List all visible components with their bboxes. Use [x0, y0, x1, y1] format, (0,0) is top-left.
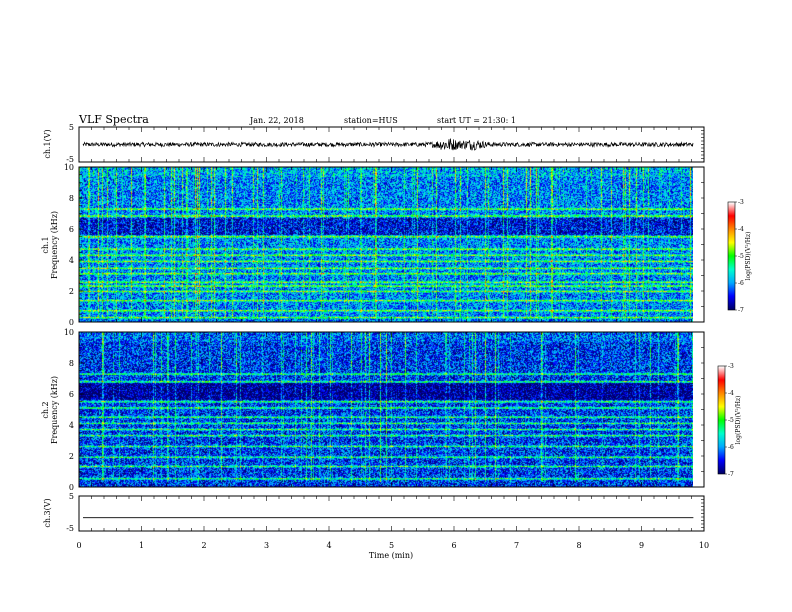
ch3-ytick-bottom: -5	[66, 524, 74, 533]
colorbar-tick-label: -7	[728, 471, 734, 478]
freq-tick-label: 2	[69, 452, 74, 461]
colorbar-tick-label: -7	[738, 307, 744, 314]
ch1-waveform-panel: 5 -5 ch.1(V)	[43, 123, 705, 164]
ch3-ytick-top: 5	[69, 492, 74, 501]
chart-title: VLF Spectra	[78, 113, 149, 126]
xtick-label: 4	[326, 541, 331, 550]
ch2-spectrogram-panel: 0 2 4 6 8 10 ch.2 Frequency (kHz)	[41, 328, 705, 492]
xtick-label: 10	[699, 541, 709, 550]
ch1-colorbar-label: log(PSD)(V²/Hz)	[745, 232, 752, 281]
freq-tick-label: 8	[69, 359, 74, 368]
freq-tick-label: 6	[69, 225, 74, 234]
colorbar-tick-label: -5	[728, 417, 734, 424]
colorbar-tick-label: -4	[728, 390, 734, 397]
ch1-ylabel: ch.1(V)	[43, 129, 52, 158]
ch2-colorbar-ticks: -3 -4 -5 -6 -7	[725, 363, 734, 478]
ch2-colorbar: -3 -4 -5 -6 -7 log(PSD)(V²/Hz)	[717, 363, 742, 478]
xtick-label: 8	[576, 541, 581, 550]
header-date: Jan. 22, 2018	[249, 116, 304, 125]
xtick-label: 3	[264, 541, 269, 550]
ch2-colorbar-label: log(PSD)(V²/Hz)	[735, 396, 742, 445]
colorbar-tick-label: -3	[738, 199, 744, 206]
xtick-label: 9	[639, 541, 644, 550]
ch1-spectrogram-ticks	[78, 166, 705, 323]
colorbar-tick-label: -5	[738, 253, 744, 260]
ch1-spec-ylabel-freq: Frequency (kHz)	[50, 211, 59, 279]
time-axis-tick-labels: 0 1 2 3 4 5 6 7 8 9 10	[76, 541, 709, 550]
ch3-waveform-panel: 5 -5 ch.3(V)	[43, 492, 705, 533]
ch2-spec-ylabel: ch.2	[41, 401, 50, 418]
ch1-waveform-ticks	[78, 126, 705, 163]
ch3-waveform-frame	[78, 495, 705, 532]
colorbar-tick-label: -4	[738, 226, 744, 233]
ch2-spec-ylabel-freq: Frequency (kHz)	[50, 376, 59, 444]
ch1-spec-ylabel: ch.1	[41, 236, 50, 253]
ch1-waveform-trace	[82, 138, 694, 151]
ch2-spectrogram-image	[79, 332, 693, 487]
freq-tick-label: 6	[69, 390, 74, 399]
xtick-label: 0	[76, 541, 81, 550]
freq-tick-label: 10	[64, 163, 74, 172]
freq-tick-label: 10	[64, 328, 74, 337]
header-station: station=HUS	[344, 116, 398, 125]
xtick-label: 2	[201, 541, 206, 550]
ch1-colorbar-ticks: -3 -4 -5 -6 -7	[735, 199, 744, 314]
ch1-spectrogram-panel: 0 2 4 6 8 10 ch.1 Frequency (kHz)	[41, 163, 705, 327]
ch2-colorbar-image	[718, 366, 725, 474]
xtick-label: 5	[389, 541, 394, 550]
xtick-label: 1	[139, 541, 144, 550]
freq-tick-label: 8	[69, 194, 74, 203]
freq-tick-label: 4	[69, 421, 74, 430]
ch1-ytick-top: 5	[69, 123, 74, 132]
ch1-ytick-bottom: -5	[66, 155, 74, 164]
colorbar-tick-label: -3	[728, 363, 734, 370]
x-axis-label: Time (min)	[369, 551, 413, 560]
ch3-ylabel: ch.3(V)	[43, 498, 52, 527]
ch1-colorbar: -3 -4 -5 -6 -7 log(PSD)(V²/Hz)	[727, 199, 752, 314]
ch2-freq-ticks: 0 2 4 6 8 10	[64, 328, 84, 492]
ch1-colorbar-image	[728, 202, 735, 310]
xtick-label: 6	[451, 541, 456, 550]
colorbar-tick-label: -6	[738, 280, 744, 287]
ch1-spectrogram-image	[79, 167, 693, 322]
freq-tick-label: 0	[69, 483, 74, 492]
ch3-waveform-ticks	[78, 495, 705, 532]
colorbar-tick-label: -6	[728, 444, 734, 451]
xtick-label: 7	[514, 541, 519, 550]
header-start-ut: start UT = 21:30: 1	[437, 116, 516, 125]
ch1-freq-ticks: 0 2 4 6 8 10	[64, 163, 84, 327]
freq-tick-label: 0	[69, 318, 74, 327]
ch2-spectrogram-ticks	[78, 331, 705, 488]
freq-tick-label: 4	[69, 256, 74, 265]
freq-tick-label: 2	[69, 287, 74, 296]
